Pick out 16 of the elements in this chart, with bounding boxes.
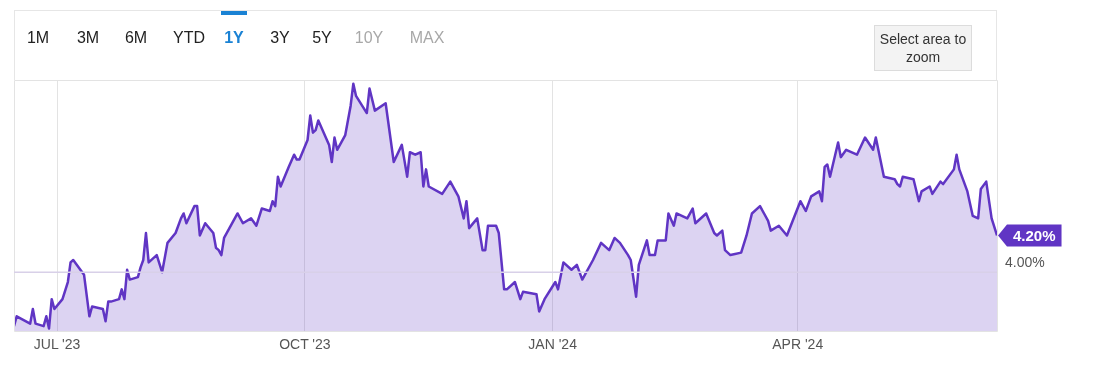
annotation: 4.20% bbox=[1013, 226, 1056, 244]
x-tick-label: OCT '23 bbox=[279, 336, 331, 353]
text: 6M bbox=[123, 28, 149, 48]
text: 3M bbox=[75, 28, 101, 48]
x-tick-label: APR '24 bbox=[772, 336, 824, 353]
text: 1M bbox=[25, 28, 51, 48]
x-tick-label: JAN '24 bbox=[528, 336, 578, 353]
x-tick-label: JUL '23 bbox=[33, 336, 81, 353]
text: 4.00% bbox=[1005, 254, 1045, 271]
text: 5Y bbox=[311, 28, 333, 48]
text: 1Y bbox=[221, 11, 247, 53]
text: Select area to zoom bbox=[874, 25, 972, 71]
text: MAX bbox=[408, 28, 446, 48]
text: YTD bbox=[172, 28, 206, 48]
text: 10Y bbox=[353, 28, 385, 48]
text: 3Y bbox=[269, 28, 291, 48]
